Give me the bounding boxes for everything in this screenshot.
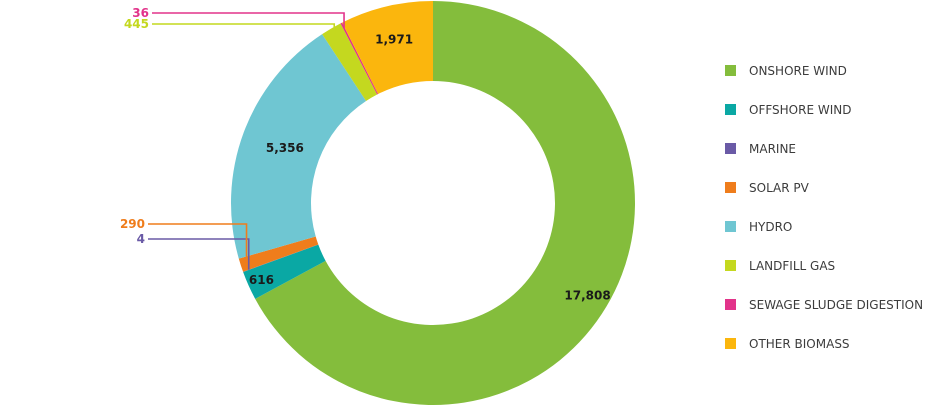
callout-line-sewage-sludge-digestion (152, 12, 345, 29)
legend-swatch-landfill-gas (725, 260, 736, 271)
legend-label-hydro: HYDRO (749, 220, 792, 234)
legend-swatch-solar-pv (725, 182, 736, 193)
legend-swatch-sewage-sludge-digestion (725, 299, 736, 310)
slice-hydro (230, 34, 367, 259)
legend-label-onshore-wind: ONSHORE WIND (749, 64, 847, 78)
slice-landfill-gas (322, 23, 378, 102)
legend: ONSHORE WIND OFFSHORE WIND MARINE SOLAR PV H… (725, 64, 923, 351)
slice-other-biomass (342, 1, 433, 95)
callout-label-solar-pv: 290 (120, 217, 145, 231)
legend-label-other-biomass: OTHER BIOMASS (749, 337, 850, 351)
data-label-onshore-wind: 17,808 (564, 288, 610, 302)
callout-label-marine: 4 (137, 232, 145, 246)
legend-label-sewage-sludge-digestion: SEWAGE SLUDGE DIGESTION (749, 298, 923, 312)
legend-swatch-other-biomass (725, 338, 736, 349)
callout-line-marine (148, 238, 250, 270)
legend-label-landfill-gas: LANDFILL GAS (749, 259, 835, 273)
legend-swatch-offshore-wind (725, 104, 736, 115)
data-label-hydro: 5,356 (266, 141, 304, 155)
slice-onshore-wind (255, 1, 636, 406)
legend-label-offshore-wind: OFFSHORE WIND (749, 103, 851, 117)
legend-swatch-marine (725, 143, 736, 154)
slice-sewage-sludge-digestion (340, 22, 379, 95)
data-label-offshore-wind: 616 (249, 273, 274, 287)
slice-solar-pv (238, 236, 319, 272)
callout-line-solar-pv (148, 223, 248, 264)
data-label-other-biomass: 1,971 (375, 33, 413, 47)
legend-swatch-onshore-wind (725, 65, 736, 76)
legend-swatch-hydro (725, 221, 736, 232)
slices-group (230, 1, 636, 406)
legend-label-marine: MARINE (749, 142, 796, 156)
callouts-group (148, 12, 345, 270)
slice-offshore-wind (243, 244, 326, 299)
legend-label-solar-pv: SOLAR PV (749, 181, 810, 195)
callout-label-sewage-sludge-digestion: 36 (132, 6, 149, 20)
callout-label-landfill-gas: 445 (124, 17, 149, 31)
slice-marine (243, 244, 319, 272)
callout-line-landfill-gas (152, 23, 336, 34)
